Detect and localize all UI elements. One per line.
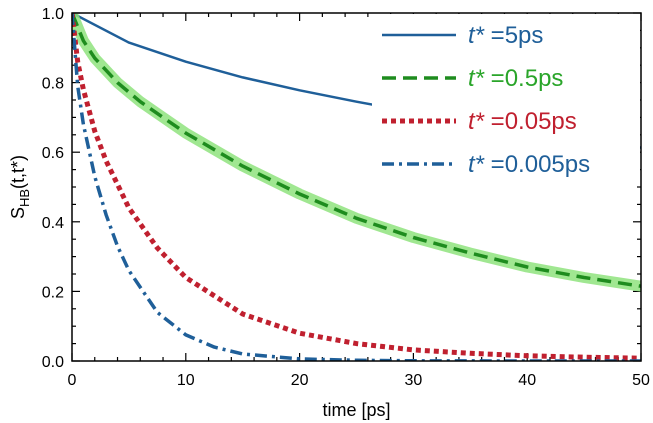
x-tick-label: 0: [68, 372, 77, 389]
x-tick-label: 40: [518, 372, 536, 389]
y-tick-label: 0.4: [42, 215, 64, 232]
series-line-2: [72, 13, 641, 361]
series-line-1: [72, 13, 641, 288]
y-axis-label-args: (t,t*): [8, 155, 28, 189]
legend-background: [372, 14, 640, 186]
y-tick-label: 0.0: [42, 354, 64, 371]
legend-label-1: t* =0.5ps: [468, 65, 563, 92]
y-axis-label: SHB(t,t*): [8, 155, 32, 219]
legend-label-suffix: =5ps: [484, 22, 543, 49]
y-axis-label-main: S: [8, 207, 28, 219]
y-tick-label: 0.8: [42, 76, 64, 93]
legend-label-prefix: t*: [468, 151, 485, 178]
x-tick-label: 20: [291, 372, 309, 389]
plot-frame: [71, 12, 642, 362]
tick-labels: 0 10 20 30 40 50 0.0 0.2 0.4 0.6 0.8 1.0: [42, 6, 650, 389]
y-axis-label-sub: HB: [17, 189, 32, 207]
legend-label-0: t* =5ps: [468, 22, 543, 49]
y-tick-label: 1.0: [42, 6, 64, 23]
legend-label-suffix: =0.05ps: [484, 108, 577, 135]
y-tick-label: 0.2: [42, 284, 64, 301]
legend-label-prefix: t*: [468, 22, 485, 49]
x-tick-label: 30: [405, 372, 423, 389]
y-tick-label: 0.6: [42, 145, 64, 162]
legend-label-2: t* =0.05ps: [468, 108, 577, 135]
legend-label-prefix: t*: [468, 65, 485, 92]
x-tick-label: 50: [632, 372, 650, 389]
legend-label-suffix: =0.5ps: [484, 65, 563, 92]
x-tick-label: 10: [177, 372, 195, 389]
legend-label-prefix: t*: [468, 108, 485, 135]
x-axis-label: time [ps]: [322, 400, 390, 420]
legend-label-suffix: =0.005ps: [484, 151, 590, 178]
legend-label-3: t* =0.005ps: [468, 151, 590, 178]
